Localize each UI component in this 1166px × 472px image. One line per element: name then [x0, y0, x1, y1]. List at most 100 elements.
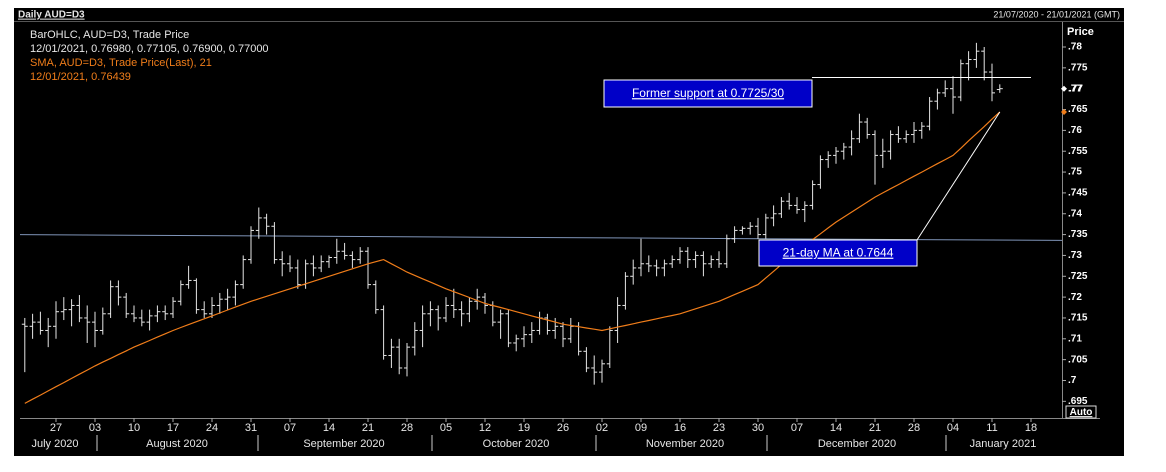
x-tick-label: 14: [323, 422, 335, 434]
ohlc-bar: [638, 238, 644, 277]
ohlc-bar: [622, 272, 629, 310]
ohlc-bar: [326, 255, 332, 268]
month-label: January 2021: [970, 438, 1037, 450]
ohlc-bar: [419, 305, 426, 348]
ohlc-bar: [926, 97, 933, 131]
auto-label[interactable]: Auto: [1070, 407, 1093, 418]
ohlc-bar: [973, 42, 980, 68]
legend-entry: SMA, AUD=D3, Trade Price(Last), 21: [30, 57, 212, 69]
y-tick-label: .77: [1068, 83, 1082, 94]
ohlc-bar: [700, 251, 707, 277]
ohlc-bar: [770, 205, 777, 227]
ohlc-bar: [287, 255, 293, 273]
ohlc-bar: [411, 322, 418, 356]
ohlc-bar: [37, 311, 44, 335]
ohlc-bar: [840, 142, 847, 160]
y-tick-label: .705: [1068, 354, 1088, 365]
ohlc-bar: [731, 226, 738, 243]
ohlc-bar: [661, 259, 668, 277]
x-tick-label: 28: [401, 422, 413, 434]
ohlc-bar: [934, 88, 941, 110]
legend-entry: BarOHLC, AUD=D3, Trade Price: [30, 29, 189, 41]
ohlc-bar: [372, 280, 379, 314]
ohlc-bar: [404, 342, 410, 377]
ohlc-bar: [560, 322, 566, 348]
ohlc-bar: [294, 259, 301, 289]
ohlc-bar: [950, 76, 956, 114]
ohlc-bar: [856, 113, 863, 143]
x-tick-label: 05: [440, 422, 452, 434]
ohlc-bar: [318, 255, 325, 273]
ohlc-bar: [903, 130, 910, 143]
ohlc-bar: [528, 322, 535, 343]
month-label: December 2020: [818, 438, 896, 450]
ohlc-bar: [684, 247, 691, 268]
ohlc-bar: [981, 47, 988, 81]
ohlc-bar: [365, 247, 371, 289]
ohlc-bar: [521, 326, 527, 348]
y-tick-label: .74: [1068, 208, 1082, 219]
ohlc-bar: [115, 280, 122, 306]
ohlc-bar: [723, 234, 730, 268]
ohlc-bar: [349, 251, 356, 268]
x-tick-label: 11: [986, 422, 997, 434]
ohlc-bar: [606, 326, 613, 368]
ohlc-bar: [224, 288, 231, 310]
ohlc-bar: [92, 311, 98, 348]
ohlc-bar: [794, 197, 800, 214]
ohlc-bar: [630, 259, 637, 285]
ohlc-bar: [918, 122, 925, 139]
date-range: 21/07/2020 - 21/01/2021 (GMT): [993, 9, 1120, 19]
ohlc-bar: [60, 297, 67, 321]
ohlc-bar: [505, 309, 512, 348]
y-tick-label: .7: [1068, 375, 1077, 386]
ohlc-bar: [669, 255, 676, 268]
price-marker: [1061, 109, 1067, 116]
ohlc-bar: [708, 255, 715, 268]
ohlc-bar: [45, 317, 52, 348]
y-tick-label: .76: [1068, 125, 1082, 136]
ohlc-bar: [177, 280, 184, 306]
ohlc-bar: [965, 51, 972, 81]
price-marker-label: .77: [1069, 83, 1083, 94]
auto-box[interactable]: [1065, 405, 1097, 419]
month-label: September 2020: [303, 438, 384, 450]
x-tick-label: 27: [50, 422, 62, 434]
annotation-box: [758, 239, 918, 267]
y-tick-label: .775: [1068, 62, 1088, 73]
x-tick-label: 12: [479, 422, 491, 434]
ohlc-bar: [240, 255, 247, 289]
x-tick-label: 24: [206, 422, 218, 434]
y-tick-label: .71: [1068, 333, 1082, 344]
month-label: July 2020: [31, 438, 78, 450]
ohlc-bar: [154, 305, 161, 323]
ohlc-bar: [29, 313, 36, 339]
annotation-text: Former support at 0.7725/30: [632, 86, 784, 100]
ohlc-bar: [747, 222, 754, 235]
ohlc-bar: [380, 305, 387, 360]
ohlc-bar: [911, 122, 917, 143]
ohlc-bar: [599, 359, 605, 383]
ohlc-bar: [193, 278, 200, 314]
ohlc-bar: [162, 305, 169, 321]
x-tick-label: 26: [557, 422, 569, 434]
ohlc-bar: [755, 217, 761, 239]
ohlc-bar: [201, 301, 208, 318]
x-tick-label: 09: [635, 422, 647, 434]
ohlc-bar: [762, 213, 769, 239]
ohlc-bar: [310, 255, 317, 277]
ohlc-bar: [552, 317, 559, 339]
annotation-text: 21-day MA at 0.7644: [783, 246, 894, 260]
ohlc-bar: [396, 338, 403, 375]
y-tick-label: .72: [1068, 292, 1082, 303]
ohlc-bar: [263, 213, 270, 235]
ohlc-bar: [466, 297, 473, 323]
ohlc-bar: [716, 251, 722, 268]
ohlc-bar: [458, 301, 465, 327]
x-tick-label: 23: [713, 422, 725, 434]
ohlc-bar: [68, 299, 75, 327]
x-tick-label: 17: [167, 422, 179, 434]
legend-entry: 12/01/2021, 0.76980, 0.77105, 0.76900, 0…: [30, 43, 269, 55]
ohlc-bar: [739, 226, 746, 235]
x-tick-label: 16: [674, 422, 686, 434]
